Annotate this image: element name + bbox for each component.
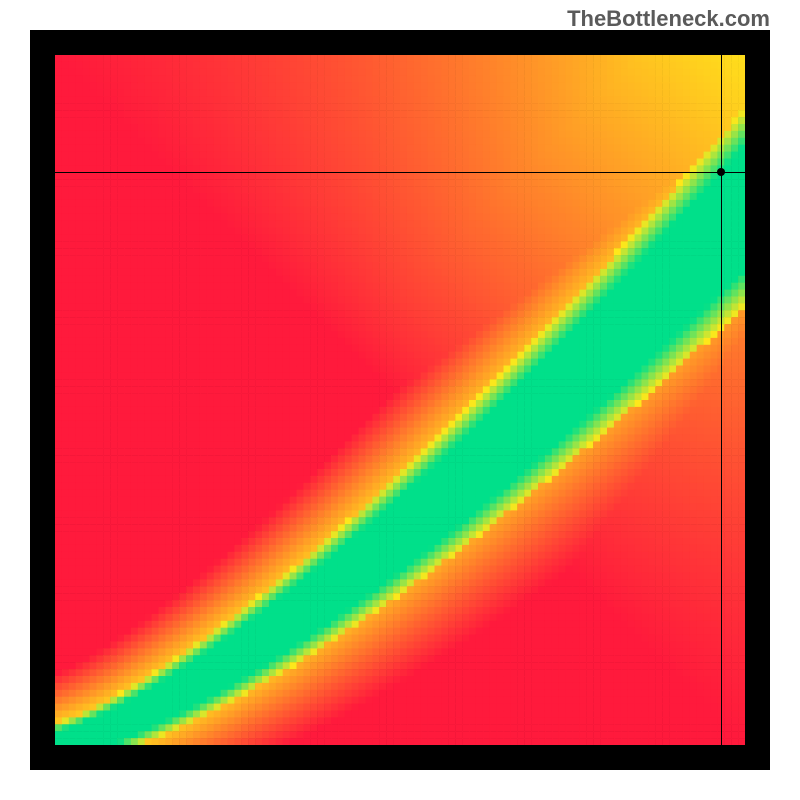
plot-area <box>55 55 745 745</box>
watermark-text: TheBottleneck.com <box>567 6 770 32</box>
heatmap-canvas <box>55 55 745 745</box>
figure-container: TheBottleneck.com <box>0 0 800 800</box>
plot-border <box>30 30 770 770</box>
crosshair-vertical <box>721 55 722 745</box>
crosshair-horizontal <box>55 172 745 173</box>
